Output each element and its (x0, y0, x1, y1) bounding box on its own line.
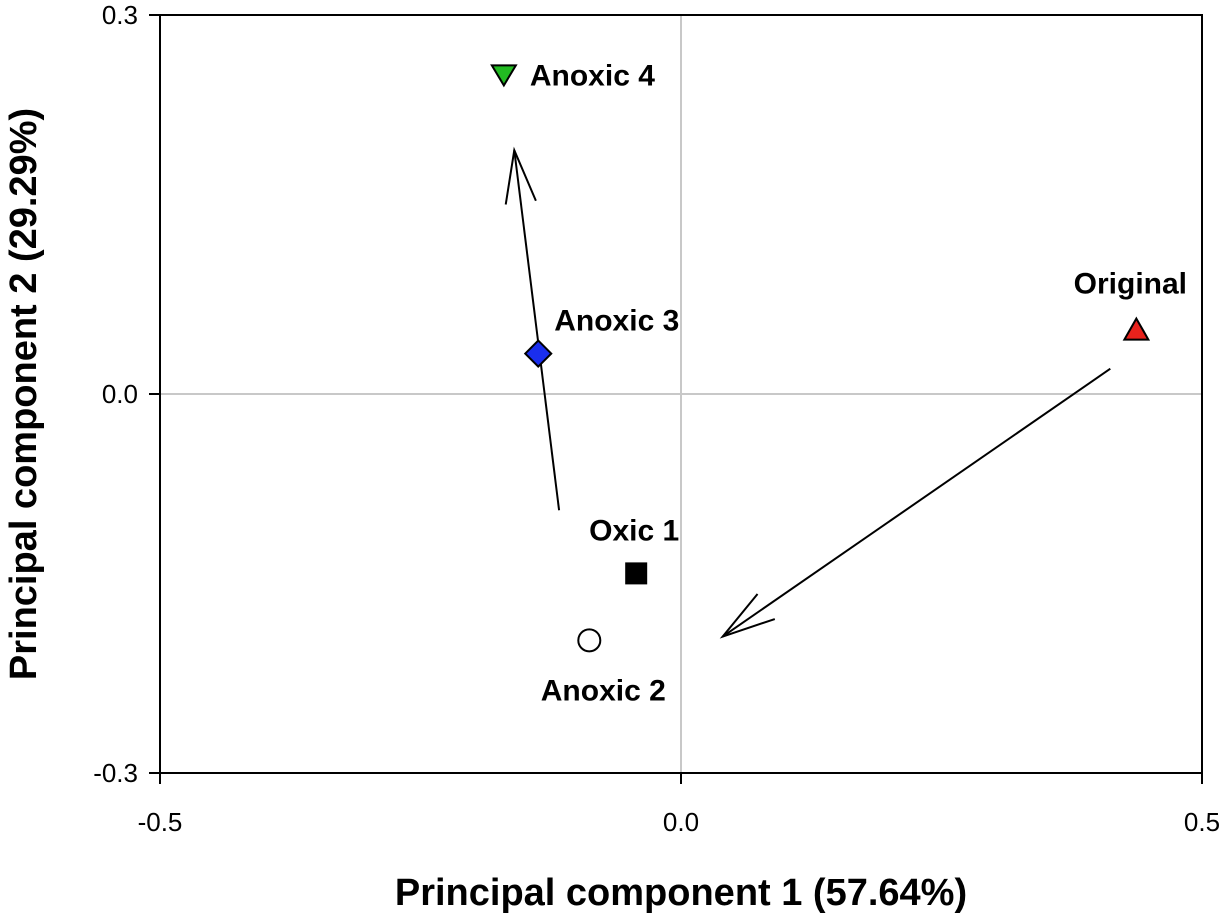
diamond-marker (523, 339, 553, 368)
square-marker (625, 562, 648, 585)
arrow-shaft (513, 150, 561, 511)
x-tick-label: -0.5 (138, 807, 183, 837)
x-tick-label: 0.5 (1184, 807, 1220, 837)
circle-marker (577, 628, 602, 653)
point-label: Anoxic 2 (541, 674, 666, 707)
trajectory-arrow (504, 146, 561, 511)
y-axis-title: Principal component 2 (29.29%) (3, 108, 45, 680)
y-tick-label: -0.3 (93, 758, 138, 788)
data-point-oxic-1: Oxic 1 (589, 514, 679, 585)
point-label: Anoxic 3 (554, 305, 679, 338)
x-axis-title: Principal component 1 (57.64%) (395, 872, 967, 914)
data-point-original: Original (1074, 268, 1187, 341)
point-label: Original (1074, 268, 1187, 301)
point-label: Oxic 1 (589, 514, 679, 547)
arrow-head (504, 146, 537, 205)
arrow-head (719, 593, 776, 639)
triangle-up-marker (1122, 316, 1151, 341)
trajectory-arrow (719, 367, 1111, 639)
triangle-down-marker (490, 64, 518, 88)
arrow-shaft (722, 367, 1111, 638)
data-point-anoxic-2: Anoxic 2 (541, 628, 666, 707)
data-point-anoxic-4: Anoxic 4 (490, 59, 655, 92)
x-tick-label: 0.0 (663, 807, 699, 837)
y-tick-label: 0.0 (102, 379, 138, 409)
data-point-anoxic-3: Anoxic 3 (523, 305, 679, 368)
point-label: Anoxic 4 (530, 59, 655, 92)
y-tick-label: 0.3 (102, 0, 138, 30)
